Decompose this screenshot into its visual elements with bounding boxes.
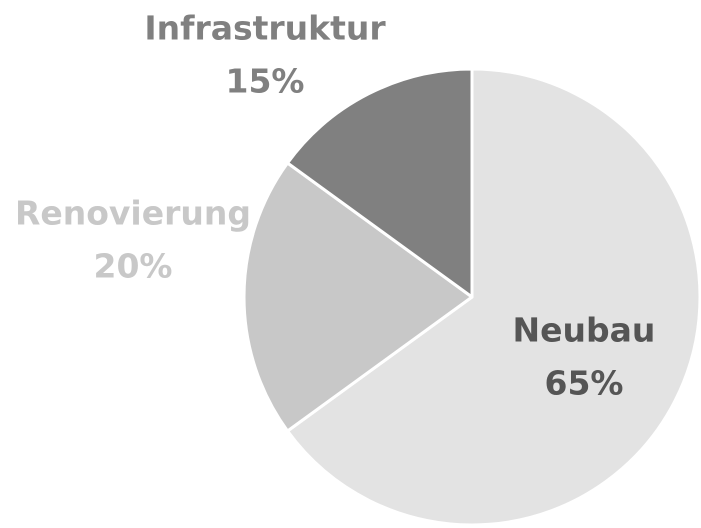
slice-label: Renovierung — [15, 194, 251, 233]
slice-label: Neubau — [513, 311, 656, 350]
pie-slice — [286, 67, 701, 527]
slice-value-label: 65% — [545, 364, 624, 403]
pie-slice — [286, 67, 474, 299]
slice-value-label: 20% — [94, 247, 173, 286]
slice-value-label: 15% — [226, 62, 305, 101]
slice-label: Infrastruktur — [144, 9, 386, 48]
pie-slice — [242, 161, 474, 433]
